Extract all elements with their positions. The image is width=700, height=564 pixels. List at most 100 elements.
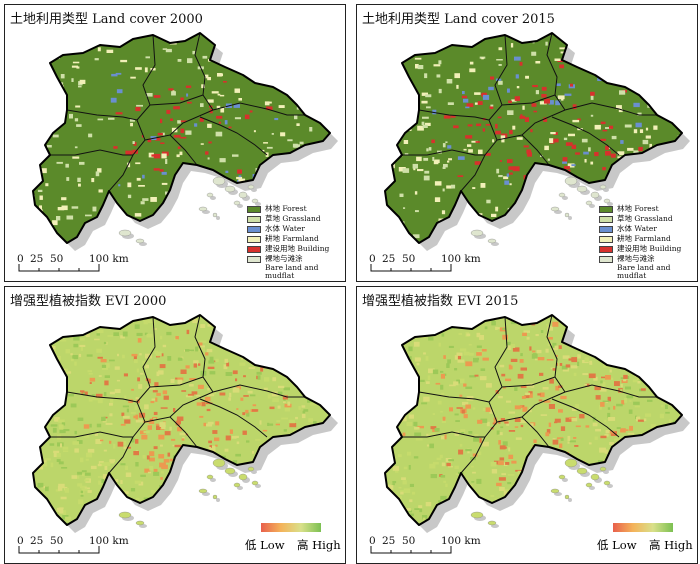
scale-bar-line xyxy=(18,546,100,554)
island xyxy=(550,206,560,212)
panel-title: 土地利用类型 Land cover 2000 xyxy=(10,12,203,27)
legend-item-grassland: 草地 Grassland xyxy=(599,215,697,225)
island xyxy=(487,238,497,244)
island xyxy=(564,212,570,218)
island xyxy=(603,198,611,204)
island xyxy=(206,474,214,480)
island xyxy=(118,229,132,237)
scale-bar: 0 25 50 100 km xyxy=(15,535,135,561)
island xyxy=(576,467,588,475)
scale-bar: 0 25 50 100 km xyxy=(367,535,487,561)
district-boundary xyxy=(199,398,268,438)
panel-evi-2000: 增强型植被指数 EVI 2000 低 Low 高 High 0 25 50 10… xyxy=(4,286,346,564)
island xyxy=(585,482,593,488)
island xyxy=(247,184,255,190)
island xyxy=(564,494,570,500)
district-boundary xyxy=(144,134,198,166)
panel-landcover-2015: 土地利用类型 Land cover 2015 林地 Forest 草地 Gras… xyxy=(356,4,698,282)
scale-tick: 25 xyxy=(30,535,44,547)
evi-low-label: 低 Low xyxy=(597,538,637,552)
legend-item-bare-land: 裸地与滩涂 xyxy=(599,255,697,265)
landcover-legend: 林地 Forest 草地 Grassland 水体 Water 耕地 Farml… xyxy=(247,205,345,279)
legend-item-bare-land-sub: Bare land and mudflat xyxy=(617,263,671,280)
district-boundary xyxy=(418,391,490,403)
panel-title: 增强型植被指数 EVI 2000 xyxy=(10,294,167,309)
map-evi-2015 xyxy=(384,314,690,533)
evi-low-label: 低 Low xyxy=(245,538,285,552)
island xyxy=(238,473,248,481)
district-boundary xyxy=(546,314,566,393)
panel-landcover-2000: 土地利用类型 Land cover 2000 林地 Forest 草地 Gras… xyxy=(4,4,346,282)
island xyxy=(233,200,241,206)
district-boundary xyxy=(212,102,305,116)
region-outline xyxy=(32,314,331,526)
legend-swatch xyxy=(599,256,613,263)
district-boundary xyxy=(402,431,485,438)
scale-tick: 100 km xyxy=(441,535,481,547)
scale-tick: 0 xyxy=(369,253,376,265)
legend-swatch xyxy=(247,236,261,243)
scale-tick: 25 xyxy=(382,535,396,547)
legend-item-water: 水体 Water xyxy=(599,225,697,235)
island xyxy=(558,474,566,480)
scale-tick: 50 xyxy=(402,535,416,547)
evi-legend: 低 Low 高 High xyxy=(245,523,345,563)
legend-item-farmland: 耕地 Farmland xyxy=(599,235,697,245)
island-shadow xyxy=(216,216,220,220)
map-landcover-2015 xyxy=(384,32,690,251)
district-boundary xyxy=(66,391,138,403)
legend-item-forest: 林地 Forest xyxy=(247,205,345,215)
district-boundary xyxy=(496,416,550,448)
island xyxy=(470,511,484,519)
district-boundary xyxy=(169,109,214,136)
evi-high-label: 高 High xyxy=(649,538,693,552)
scale-bar-line xyxy=(370,264,452,272)
region-outline xyxy=(32,32,331,244)
island xyxy=(233,482,241,488)
panel-title: 增强型植被指数 EVI 2015 xyxy=(362,294,519,309)
scale-tick: 100 km xyxy=(441,253,481,265)
district-boundary xyxy=(194,32,214,111)
legend-swatch xyxy=(599,226,613,233)
legend-item-building: 建设用地 Building xyxy=(599,245,697,255)
island xyxy=(224,185,236,193)
panel-title: 土地利用类型 Land cover 2015 xyxy=(362,12,555,27)
district-boundary xyxy=(169,391,214,418)
island xyxy=(590,191,600,199)
legend-swatch xyxy=(599,216,613,223)
scale-tick: 0 xyxy=(17,535,24,547)
legend-item-water: 水体 Water xyxy=(247,225,345,235)
island xyxy=(585,200,593,206)
legend-item-building: 建设用地 Building xyxy=(247,245,345,255)
panel-evi-2015: 增强型植被指数 EVI 2015 低 Low 高 High 0 25 50 10… xyxy=(356,286,698,564)
district-boundary xyxy=(212,384,305,398)
island xyxy=(198,206,208,212)
island xyxy=(564,176,578,186)
landcover-legend: 林地 Forest 草地 Grassland 水体 Water 耕地 Farml… xyxy=(599,205,697,279)
island xyxy=(212,176,226,186)
scale-tick: 0 xyxy=(369,535,376,547)
district-boundary xyxy=(149,94,204,106)
scale-tick: 25 xyxy=(382,253,396,265)
district-boundary xyxy=(501,94,556,106)
island xyxy=(590,473,600,481)
district-boundary xyxy=(66,109,138,121)
island xyxy=(599,466,607,472)
legend-swatch xyxy=(247,216,261,223)
scale-tick: 25 xyxy=(30,253,44,265)
district-boundary xyxy=(521,109,566,136)
island xyxy=(212,458,226,468)
district-boundary xyxy=(551,116,620,156)
scale-bar: 0 25 50 100 km xyxy=(367,253,487,279)
island xyxy=(247,466,255,472)
island xyxy=(135,238,145,244)
island xyxy=(487,520,497,526)
district-boundary xyxy=(50,431,133,438)
scale-bar-line xyxy=(370,546,452,554)
evi-legend: 低 Low 高 High xyxy=(597,523,697,563)
region-outline xyxy=(384,314,683,526)
island xyxy=(118,511,132,519)
evi-color-ramp xyxy=(261,523,321,532)
district-boundary xyxy=(50,149,133,156)
